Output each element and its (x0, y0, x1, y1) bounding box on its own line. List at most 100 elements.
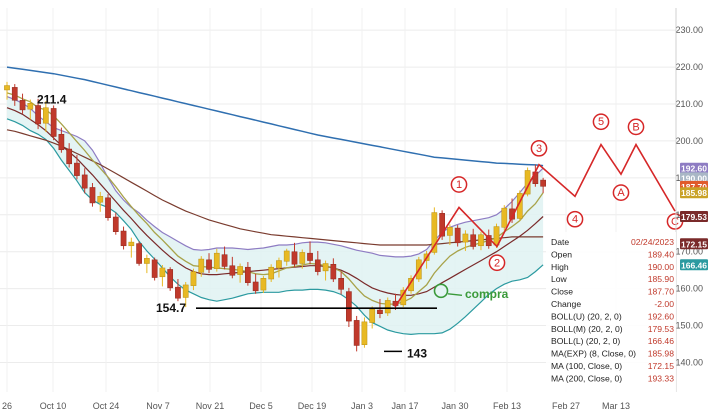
candle-body (322, 263, 329, 272)
candle-body (291, 251, 298, 265)
wave-label-B: B (632, 121, 639, 133)
price-badge-label: 179.53 (681, 212, 707, 222)
candle-body (361, 321, 368, 345)
info-panel: Date 02/24/2023 Open 189.40 High 190.00 Low 185… (546, 232, 676, 396)
buy-label: compra (465, 287, 509, 301)
info-label-ma-200-close-0-: MA (200, Close, 0) (551, 373, 622, 383)
candle-body (408, 278, 414, 292)
y-tick-label: 150.00 (675, 321, 703, 331)
candle-body (431, 212, 438, 253)
info-value-ma-100-close-0-: 172.15 (648, 361, 675, 371)
wave-label-5: 5 (598, 116, 604, 128)
candle-body (540, 179, 546, 187)
info-value-date: 02/24/2023 (631, 237, 674, 247)
price-badge-label: 190.00 (681, 173, 707, 183)
candle-body (268, 266, 275, 280)
buy-signal-circle (433, 283, 449, 299)
info-value-boll-m-20-2-0-: 179.53 (648, 324, 675, 334)
candle-body (478, 234, 484, 247)
x-tick-label: Feb 27 (552, 401, 580, 411)
candle-body (221, 254, 228, 267)
x-tick-label: Jan 17 (391, 401, 418, 411)
candle-body (89, 187, 96, 204)
y-tick-label: 210.00 (675, 99, 703, 109)
info-label-boll-l-20-2-0-: BOLL(L) (20, 2, 0) (551, 336, 620, 346)
x-tick-label: Jan 3 (351, 401, 373, 411)
info-value-ma-exp-8-close-0-: 185.98 (648, 349, 675, 359)
candle-body (43, 107, 49, 124)
x-tick-label: Nov 7 (146, 401, 170, 411)
candle-body (369, 309, 376, 323)
candle-body (167, 269, 174, 289)
ema-8-line (6, 92, 544, 305)
candle-body (58, 134, 65, 151)
candle-body (346, 291, 352, 322)
candle-body (4, 85, 10, 91)
x-tick-label: Dec 19 (298, 401, 327, 411)
info-value-close: 187.70 (648, 287, 675, 297)
info-label-close: Close (551, 287, 573, 297)
candle-body (501, 207, 508, 228)
candle-body (353, 320, 360, 346)
y-tick-label: 170.00 (675, 247, 703, 257)
candle-body (213, 252, 220, 269)
info-label-high: High (551, 262, 569, 272)
price-badge-label: 192.60 (681, 164, 707, 174)
candle-body (447, 227, 453, 236)
wave-point-B (627, 118, 645, 136)
candle-body (314, 259, 321, 272)
candle-body (112, 216, 119, 233)
price-badge (680, 238, 708, 250)
price-badge-label: 166.46 (681, 260, 707, 270)
candle-body (35, 105, 41, 125)
candle-body (97, 196, 104, 203)
info-label-low: Low (551, 274, 568, 284)
candle-body (283, 250, 290, 262)
info-label-date: Date (551, 237, 569, 247)
candle-body (276, 260, 282, 269)
candle-body (260, 278, 267, 291)
info-value-open: 189.40 (648, 249, 675, 259)
wave-path (394, 142, 676, 308)
info-value-boll-l-20-2-0-: 166.46 (648, 336, 675, 346)
info-value-high: 190.00 (648, 262, 675, 272)
moving-averages (6, 66, 544, 305)
price-badge (680, 259, 708, 271)
info-value-low: 185.90 (648, 274, 675, 284)
candles (4, 81, 546, 352)
candle-body (198, 258, 205, 273)
candle-body (105, 197, 111, 218)
buy-signal-pointer (447, 293, 463, 296)
candle-body (509, 208, 515, 220)
x-tick-label: 26 (2, 401, 12, 411)
info-label-boll-u-20-2-0-: BOLL(U) (20, 2, 0) (551, 311, 622, 321)
candle-body (151, 259, 158, 278)
candle-body (136, 243, 142, 264)
candle-body (128, 241, 135, 247)
low-label: 143 (407, 346, 427, 360)
candle-body (50, 108, 57, 137)
price-badge-label: 185.98 (681, 188, 707, 198)
wave-label-4: 4 (572, 214, 578, 226)
axes: 140.00150.00160.00170.00180.00190.00200.… (2, 8, 708, 411)
annotations: 211.4 154.7 143 compra (37, 92, 509, 360)
wave-point-5 (592, 113, 610, 131)
x-tick-label: Nov 21 (196, 401, 225, 411)
y-tick-label: 230.00 (675, 25, 703, 35)
candle-body (384, 300, 391, 314)
ma-200-line (6, 66, 544, 167)
candle-body (454, 227, 461, 244)
support-label: 154.7 (156, 301, 186, 315)
info-value-ma-200-close-0-: 193.33 (648, 373, 675, 383)
high-label: 211.4 (37, 92, 67, 106)
ma-100-line (6, 129, 544, 246)
x-tick-label: Dec 5 (249, 401, 273, 411)
wave-label-3: 3 (536, 143, 542, 155)
candle-body (338, 278, 344, 290)
wave-point-3 (530, 139, 548, 157)
info-label-change: Change (551, 299, 581, 309)
candle-body (144, 258, 150, 264)
candle-body (175, 286, 181, 299)
candle-body (470, 234, 477, 247)
